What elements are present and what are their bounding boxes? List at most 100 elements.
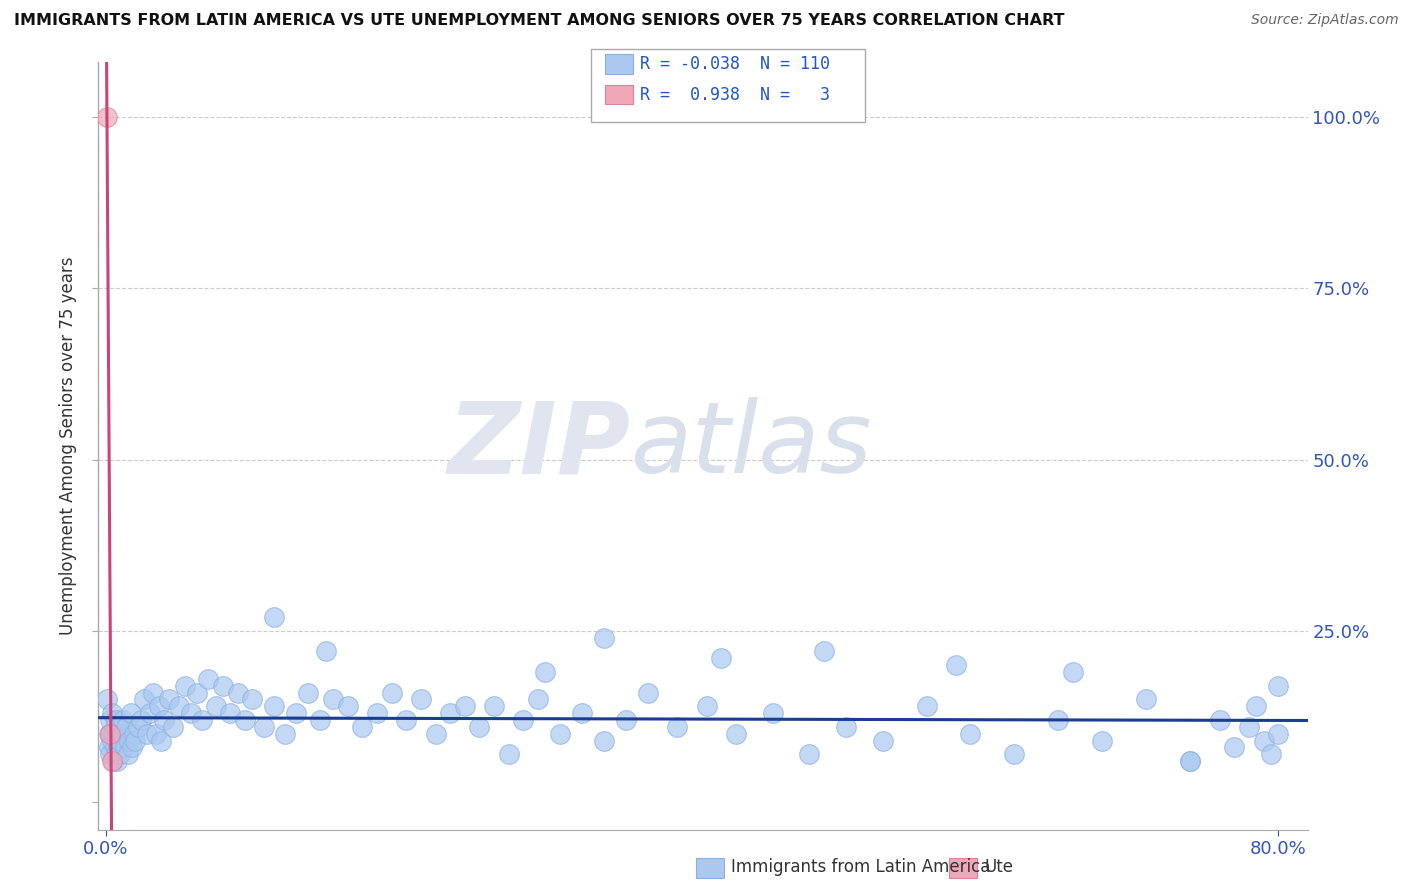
Point (322, 692, 344, 706)
Point (468, 720, 491, 734)
Point (157, 692, 180, 706)
Point (1091, 733, 1114, 747)
Point (454, 699, 477, 714)
Text: Ute: Ute (984, 858, 1014, 876)
Point (240, 692, 263, 706)
Point (1135, 692, 1157, 706)
Point (129, 713, 152, 727)
Point (366, 706, 388, 720)
Text: Immigrants from Latin America: Immigrants from Latin America (731, 858, 990, 876)
Point (103, 720, 125, 734)
Point (527, 692, 550, 706)
Text: ZIP: ZIP (447, 398, 630, 494)
Point (1246, 699, 1268, 714)
Point (534, 665, 557, 679)
Point (120, 706, 142, 720)
Point (1237, 720, 1260, 734)
Text: atlas: atlas (630, 398, 872, 494)
Point (1180, 754, 1202, 768)
Point (1004, 747, 1026, 762)
Point (108, 720, 131, 734)
Point (100, 754, 122, 768)
Point (273, 726, 295, 740)
Point (548, 726, 571, 740)
Point (512, 713, 534, 727)
Point (1267, 726, 1289, 740)
Text: R = -0.038  N = 110: R = -0.038 N = 110 (640, 55, 830, 73)
Point (945, 658, 967, 673)
Point (710, 651, 733, 665)
Point (380, 685, 402, 699)
Point (115, 720, 138, 734)
Point (204, 699, 226, 714)
Point (915, 699, 938, 714)
Point (117, 747, 139, 762)
Point (959, 726, 981, 740)
Point (219, 706, 242, 720)
Point (96, 110, 118, 124)
Point (835, 720, 858, 734)
Point (180, 706, 202, 720)
Point (813, 644, 835, 658)
Point (1062, 665, 1084, 679)
Point (121, 740, 143, 755)
Point (186, 685, 208, 699)
Point (112, 713, 135, 727)
Point (97, 726, 120, 740)
Point (724, 726, 747, 740)
Text: Source: ZipAtlas.com: Source: ZipAtlas.com (1251, 13, 1399, 28)
Point (98, 726, 121, 740)
Point (593, 733, 616, 747)
Point (233, 713, 256, 727)
Point (197, 672, 219, 686)
Point (105, 713, 128, 727)
Point (135, 726, 157, 740)
Point (1223, 740, 1246, 755)
Point (762, 706, 785, 720)
Point (132, 692, 155, 706)
Point (1253, 733, 1275, 747)
Point (263, 610, 285, 624)
Point (696, 699, 718, 714)
Point (482, 699, 505, 714)
Y-axis label: Unemployment Among Seniors over 75 years: Unemployment Among Seniors over 75 years (59, 257, 77, 635)
Text: R =  0.938  N =   3: R = 0.938 N = 3 (640, 86, 830, 103)
Point (107, 754, 129, 768)
Point (107, 733, 129, 747)
Point (315, 644, 337, 658)
Point (138, 706, 160, 720)
Point (162, 720, 184, 734)
Point (142, 685, 165, 699)
Point (98, 713, 121, 727)
Point (1180, 754, 1202, 768)
Point (148, 699, 170, 714)
Point (97, 740, 120, 755)
Point (593, 631, 616, 645)
Point (100, 733, 122, 747)
Point (425, 726, 447, 740)
Point (167, 699, 190, 714)
Point (1047, 713, 1070, 727)
Point (191, 713, 214, 727)
Point (124, 733, 146, 747)
Point (145, 726, 167, 740)
Point (150, 733, 173, 747)
Point (336, 699, 359, 714)
Point (98, 747, 121, 762)
Point (1267, 679, 1289, 693)
Point (571, 706, 593, 720)
Point (127, 720, 149, 734)
Point (637, 685, 659, 699)
Point (226, 685, 249, 699)
Point (153, 713, 176, 727)
Point (110, 747, 132, 762)
Point (352, 720, 374, 734)
Point (253, 720, 276, 734)
Point (100, 706, 122, 720)
Point (799, 747, 821, 762)
Point (105, 747, 128, 762)
Point (110, 733, 132, 747)
Point (122, 726, 145, 740)
Point (263, 699, 285, 714)
Text: IMMIGRANTS FROM LATIN AMERICA VS UTE UNEMPLOYMENT AMONG SENIORS OVER 75 YEARS CO: IMMIGRANTS FROM LATIN AMERICA VS UTE UNE… (14, 13, 1064, 29)
